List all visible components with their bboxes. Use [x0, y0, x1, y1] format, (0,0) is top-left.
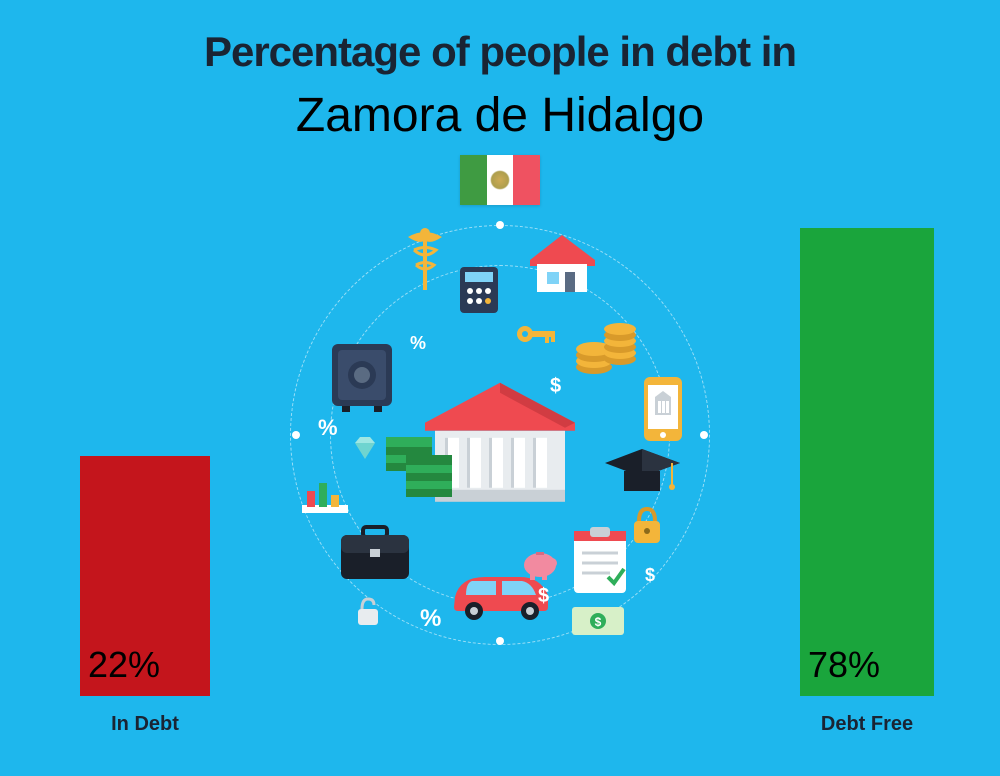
bar-debt-free-rect	[800, 228, 934, 696]
flag-stripe-red	[513, 155, 540, 205]
bar-in-debt-value: 22%	[88, 644, 160, 686]
diamond-icon	[350, 435, 380, 461]
orbit-dot	[700, 431, 708, 439]
safe-icon	[328, 340, 396, 415]
phone-icon	[642, 375, 684, 443]
flag-stripe-green	[460, 155, 487, 205]
bar-debt-free-label: Debt Free	[800, 713, 934, 736]
bar-debt-free: 78% Debt Free	[800, 228, 934, 696]
chart-icon	[302, 475, 348, 515]
house-icon	[525, 230, 600, 295]
title-line2: Zamora de Hidalgo	[0, 88, 1000, 143]
dollar-icon: $	[645, 565, 655, 586]
svg-text:$: $	[595, 615, 602, 629]
orbit-dot	[496, 637, 504, 645]
percent-icon: %	[410, 333, 426, 354]
title-line1: Percentage of people in debt in	[0, 28, 1000, 76]
bill-icon: $	[570, 605, 626, 637]
clipboard-icon	[570, 525, 630, 597]
coins-icon	[572, 315, 642, 380]
grad-cap-icon	[600, 445, 685, 500]
caduceus-icon	[400, 225, 450, 295]
money-stack-icon	[380, 425, 455, 505]
bar-in-debt-label: In Debt	[80, 713, 210, 736]
piggy-icon	[520, 547, 562, 581]
lock-icon	[630, 505, 664, 545]
orbit-dot	[292, 431, 300, 439]
percent-icon: %	[420, 605, 441, 633]
dollar-icon: $	[550, 375, 561, 398]
calculator-icon	[458, 265, 500, 315]
flag-emblem-icon	[490, 170, 510, 190]
flag-mexico	[460, 155, 540, 205]
dollar-icon: $	[538, 585, 549, 608]
percent-icon: %	[318, 415, 338, 441]
briefcase-icon	[335, 525, 415, 583]
orbit-dot	[496, 221, 504, 229]
open-lock-icon	[355, 595, 381, 627]
bar-debt-free-value: 78%	[808, 644, 880, 686]
bar-in-debt: 22% In Debt	[80, 456, 210, 696]
finance-illustration: $ % % % $ $ $	[290, 225, 710, 645]
key-icon	[515, 320, 559, 348]
